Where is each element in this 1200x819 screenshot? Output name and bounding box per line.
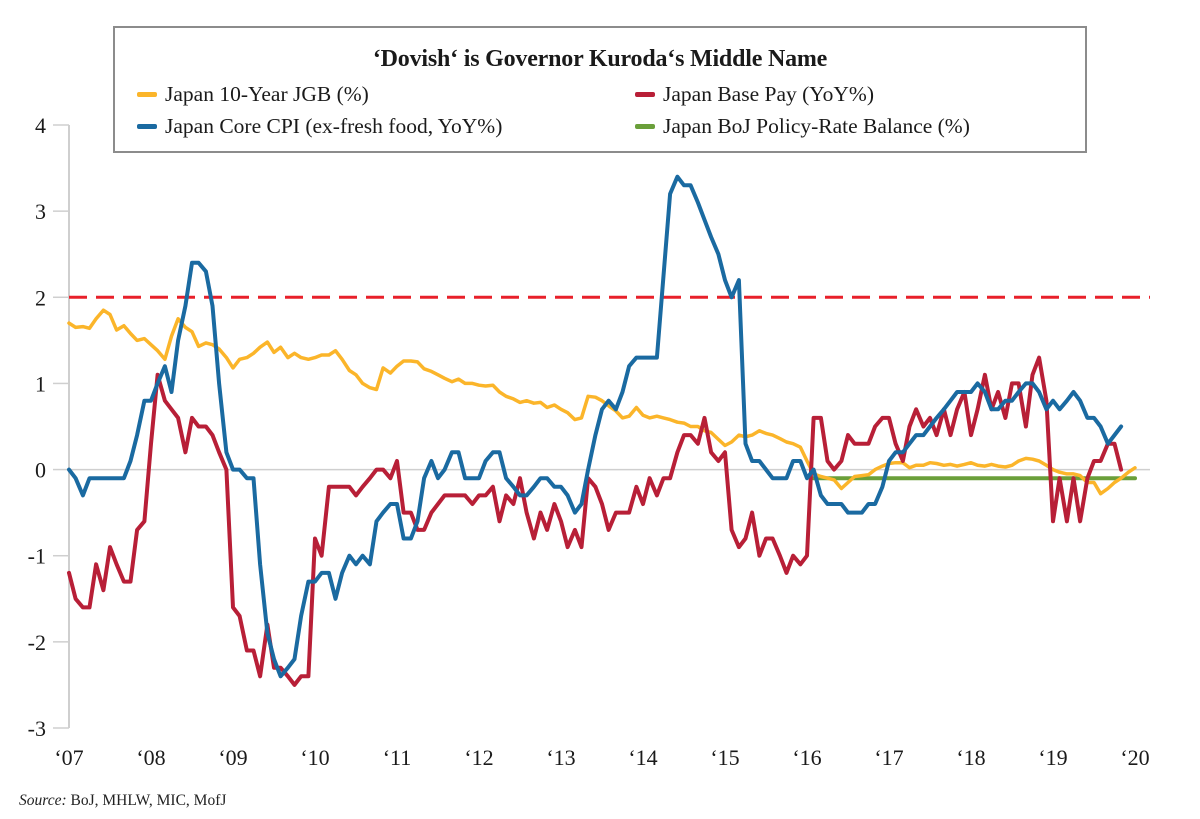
legend-item-policy-rate: Japan BoJ Policy-Rate Balance (%) [635,114,970,139]
y-tick-label: -2 [28,630,46,655]
y-tick-label: 1 [35,371,46,396]
legend-item-core-cpi: Japan Core CPI (ex-fresh food, YoY%) [137,114,502,139]
series-layer [67,174,1137,687]
legend-item-jgb: Japan 10-Year JGB (%) [137,82,369,107]
legend-label-jgb: Japan 10-Year JGB (%) [165,82,369,106]
x-tick-label: ‘20 [1120,745,1149,770]
x-tick-label: ‘18 [956,745,985,770]
x-tick-label: ‘12 [464,745,493,770]
y-tick-label: 2 [35,285,46,310]
legend-label-core-cpi: Japan Core CPI (ex-fresh food, YoY%) [165,114,503,138]
legend-swatch-core-cpi [137,124,157,129]
x-tick-label: ‘14 [628,745,657,770]
x-tick-label: ‘10 [300,745,329,770]
x-tick-label: ‘08 [136,745,165,770]
legend-swatch-policy-rate [635,124,655,129]
series-line-jgb-10y [67,308,1137,496]
legend-label-base-pay: Japan Base Pay (YoY%) [663,82,875,106]
x-tick-label: ‘17 [874,745,903,770]
y-tick-label: 3 [35,199,46,224]
series-line-base-pay [67,355,1124,687]
legend-swatch-base-pay [635,92,655,97]
x-tick-label: ‘07 [54,745,83,770]
x-tick-label: ‘19 [1038,745,1067,770]
legend-swatch-jgb [137,92,157,97]
x-tick-label: ‘15 [710,745,739,770]
legend-label-policy-rate: Japan BoJ Policy-Rate Balance (%) [663,114,970,138]
axes: 4 3 2 1 0 -1 -2 -3 ‘07 ‘08 ‘09 ‘10 ‘11 ‘12 ‘13 ‘14 ‘15 ‘1… [28,113,1150,770]
y-tick-label: -3 [28,716,46,741]
chart-title: ‘Dovish‘ is Governor Kuroda‘s Middle Nam… [372,46,828,72]
y-tick-label: 0 [35,458,46,483]
legend-item-base-pay: Japan Base Pay (YoY%) [635,82,874,107]
source-label: Source: [19,792,67,809]
x-tick-label: ‘13 [546,745,575,770]
y-tick-label: -1 [28,544,46,569]
series-line-core-cpi [67,174,1124,679]
source-note: Source: BoJ, MHLW, MIC, MofJ [19,792,226,810]
x-tick-label: ‘09 [218,745,247,770]
y-tick-label: 4 [35,113,46,138]
x-tick-label: ‘11 [383,745,412,770]
source-text: BoJ, MHLW, MIC, MofJ [70,792,227,809]
legend: ‘Dovish‘ is Governor Kuroda‘s Middle Nam… [113,26,1087,153]
x-tick-label: ‘16 [792,745,821,770]
